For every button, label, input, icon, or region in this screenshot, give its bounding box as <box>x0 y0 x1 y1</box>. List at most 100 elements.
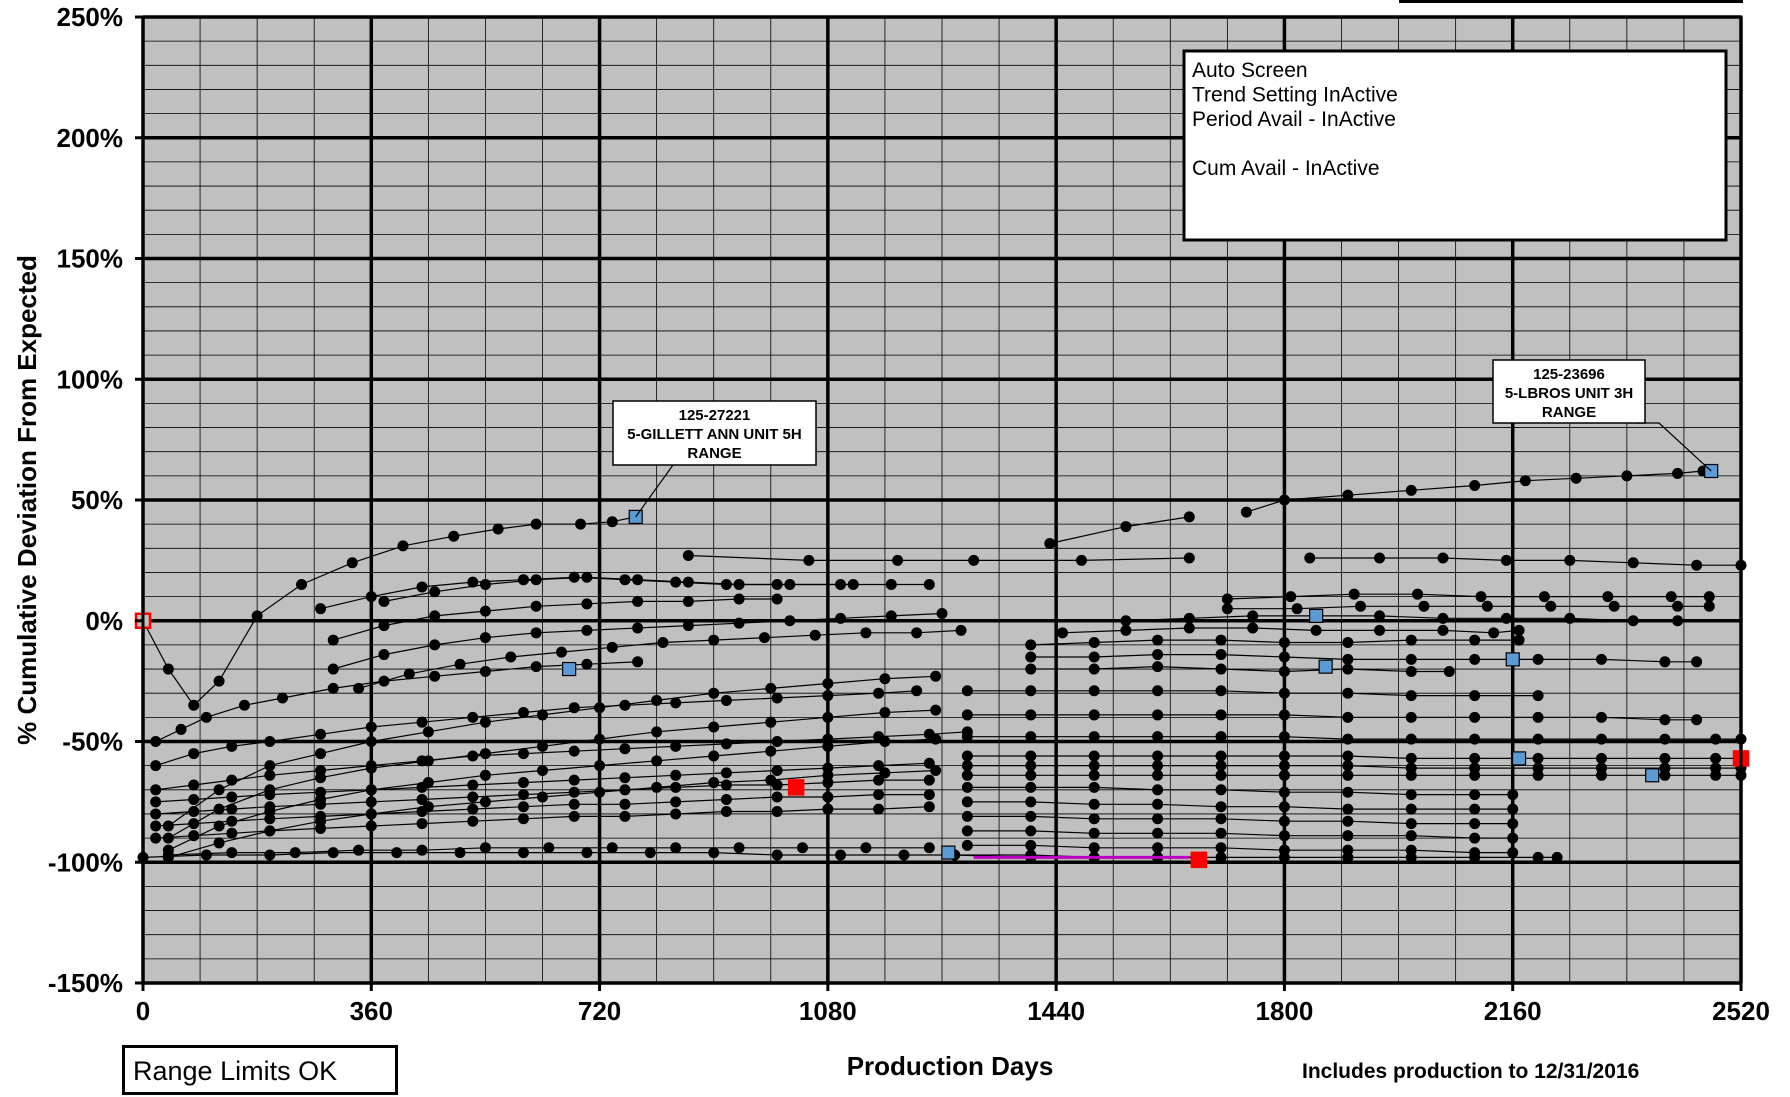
data-point <box>822 762 834 774</box>
data-point <box>1672 615 1684 627</box>
data-point <box>1405 769 1417 781</box>
data-point <box>365 760 377 772</box>
data-point <box>1710 733 1722 745</box>
data-point <box>1278 830 1290 842</box>
data-point <box>1152 649 1164 661</box>
data-point <box>1532 690 1544 702</box>
data-point <box>1215 851 1227 863</box>
data-point <box>1532 711 1544 723</box>
data-point <box>1475 591 1487 603</box>
data-point <box>1659 656 1671 668</box>
data-point <box>530 518 542 530</box>
data-point <box>670 769 682 781</box>
data-point <box>1469 818 1481 830</box>
data-point <box>467 576 479 588</box>
data-point <box>1342 711 1354 723</box>
data-point <box>1342 803 1354 815</box>
data-point <box>1278 786 1290 798</box>
data-point <box>416 716 428 728</box>
data-point <box>1342 687 1354 699</box>
data-point <box>1152 769 1164 781</box>
data-point <box>809 629 821 641</box>
data-point <box>479 842 491 854</box>
data-point <box>213 675 225 687</box>
info-box-frame <box>1182 49 1728 242</box>
data-point <box>1215 649 1227 661</box>
data-point <box>213 837 225 849</box>
callout-box <box>612 400 817 466</box>
x-tick-label: 360 <box>350 996 393 1026</box>
data-point <box>1076 554 1088 566</box>
data-point <box>568 571 580 583</box>
data-point <box>594 786 606 798</box>
data-point <box>835 579 847 591</box>
data-point <box>1564 554 1576 566</box>
data-point <box>1088 731 1100 743</box>
data-point <box>961 726 973 738</box>
data-point <box>1551 851 1563 863</box>
y-tick-label: 150% <box>57 244 124 274</box>
data-point <box>1152 731 1164 743</box>
series-line <box>688 554 1190 561</box>
y-tick-label: -150% <box>48 968 123 998</box>
footnote: Includes production to 12/31/2016 <box>1302 1060 1640 1083</box>
data-point <box>1152 634 1164 646</box>
data-point <box>961 769 973 781</box>
series-line <box>967 736 1741 740</box>
data-point <box>378 595 390 607</box>
data-point <box>720 767 732 779</box>
data-point <box>188 830 200 842</box>
data-point <box>1183 612 1195 624</box>
series-points <box>137 465 1747 863</box>
data-point <box>657 636 669 648</box>
data-point <box>296 579 308 591</box>
data-point <box>708 847 720 859</box>
data-point <box>1437 552 1449 564</box>
data-point <box>1608 600 1620 612</box>
data-point <box>1240 506 1252 518</box>
data-point <box>835 849 847 861</box>
series-line <box>333 598 778 641</box>
y-tick-label: 100% <box>57 364 124 394</box>
data-point <box>879 707 891 719</box>
data-point <box>923 842 935 854</box>
data-point <box>416 793 428 805</box>
data-point <box>1627 615 1639 627</box>
data-point <box>860 627 872 639</box>
data-point <box>961 796 973 808</box>
callout-line: 5-LBROS UNIT 3H <box>1505 385 1633 402</box>
data-point <box>1532 653 1544 665</box>
callout-line: RANGE <box>1542 404 1596 421</box>
data-point <box>1513 624 1525 636</box>
data-point <box>733 579 745 591</box>
data-point <box>1215 827 1227 839</box>
data-point <box>1519 475 1531 487</box>
data-point <box>479 605 491 617</box>
data-point <box>315 822 327 834</box>
data-point <box>930 670 942 682</box>
data-point <box>879 767 891 779</box>
callout-line: 125-27221 <box>679 407 751 424</box>
data-point <box>416 755 428 767</box>
data-point <box>568 774 580 786</box>
data-point <box>1405 818 1417 830</box>
well-callout: 125-23696 5-LBROS UNIT 3H RANGE <box>1492 359 1712 472</box>
data-point <box>467 815 479 827</box>
data-point <box>315 748 327 760</box>
data-point <box>594 733 606 745</box>
data-point <box>1437 612 1449 624</box>
data-point <box>537 791 548 803</box>
data-point <box>619 772 631 784</box>
data-point <box>720 694 732 706</box>
y-tick-label: -50% <box>62 727 123 757</box>
data-point <box>1215 663 1227 675</box>
data-point <box>422 726 434 738</box>
data-point <box>1215 685 1227 697</box>
data-point <box>1088 685 1100 697</box>
data-point <box>200 711 212 723</box>
data-point <box>537 764 548 776</box>
data-point <box>264 801 276 813</box>
data-point <box>923 579 935 591</box>
callout-line: 125-23696 <box>1533 366 1605 383</box>
data-point <box>581 598 593 610</box>
